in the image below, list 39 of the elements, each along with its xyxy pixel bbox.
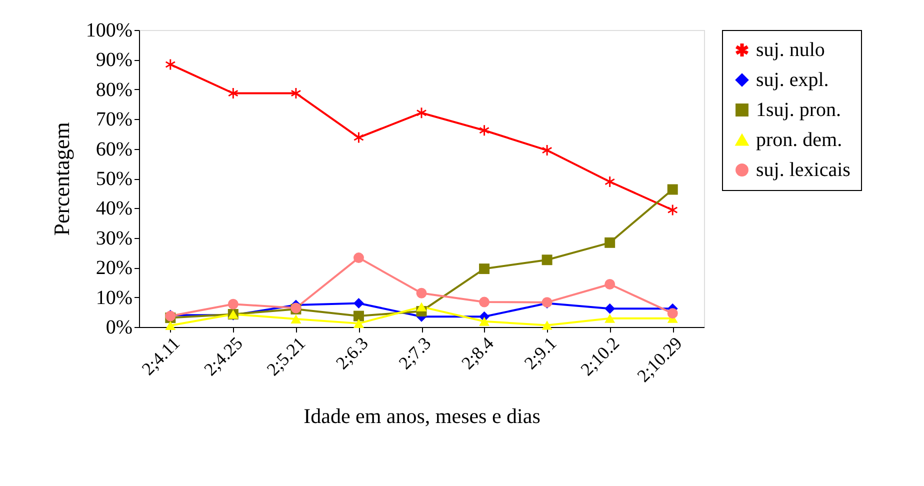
- point: [479, 316, 490, 326]
- legend-label: pron. dem.: [756, 129, 842, 151]
- point: [604, 237, 616, 248]
- point: [353, 298, 364, 308]
- legend-label: suj. lexicais: [756, 159, 851, 181]
- point: [604, 279, 616, 290]
- point: [290, 314, 302, 324]
- point: [353, 252, 364, 264]
- point: [416, 288, 427, 298]
- y-tick-label: 0%: [106, 316, 132, 338]
- y-tick-label: 80%: [96, 78, 132, 101]
- point: [542, 320, 552, 330]
- y-tick-label: 90%: [96, 49, 132, 72]
- point: [604, 314, 616, 323]
- point: [291, 88, 301, 99]
- point: [228, 298, 238, 310]
- point: [667, 184, 678, 195]
- legend-label: suj. expl.: [756, 69, 829, 91]
- y-tick-label: 20%: [96, 257, 132, 280]
- point: [542, 254, 552, 266]
- point: [479, 264, 490, 274]
- point: [604, 303, 616, 314]
- legend-label: 1suj. pron.: [756, 99, 841, 121]
- point: [165, 320, 176, 330]
- point: [479, 296, 490, 308]
- y-tick-label: 30%: [96, 227, 132, 250]
- y-tick-label: 50%: [96, 168, 132, 190]
- point: [667, 308, 678, 319]
- legend-label: suj. nulo: [756, 39, 825, 61]
- y-tick-label: 10%: [96, 286, 132, 309]
- x-axis-title: Idade em anos, meses e dias: [304, 404, 540, 428]
- point: [416, 302, 427, 312]
- y-axis-title: Percentagem: [48, 122, 74, 236]
- point: [353, 310, 364, 322]
- point: [353, 318, 364, 328]
- y-tick-label: 70%: [96, 108, 132, 131]
- y-tick-label: 40%: [96, 198, 132, 220]
- y-tick-label: 60%: [96, 138, 132, 160]
- y-tick-label: 100%: [86, 20, 132, 42]
